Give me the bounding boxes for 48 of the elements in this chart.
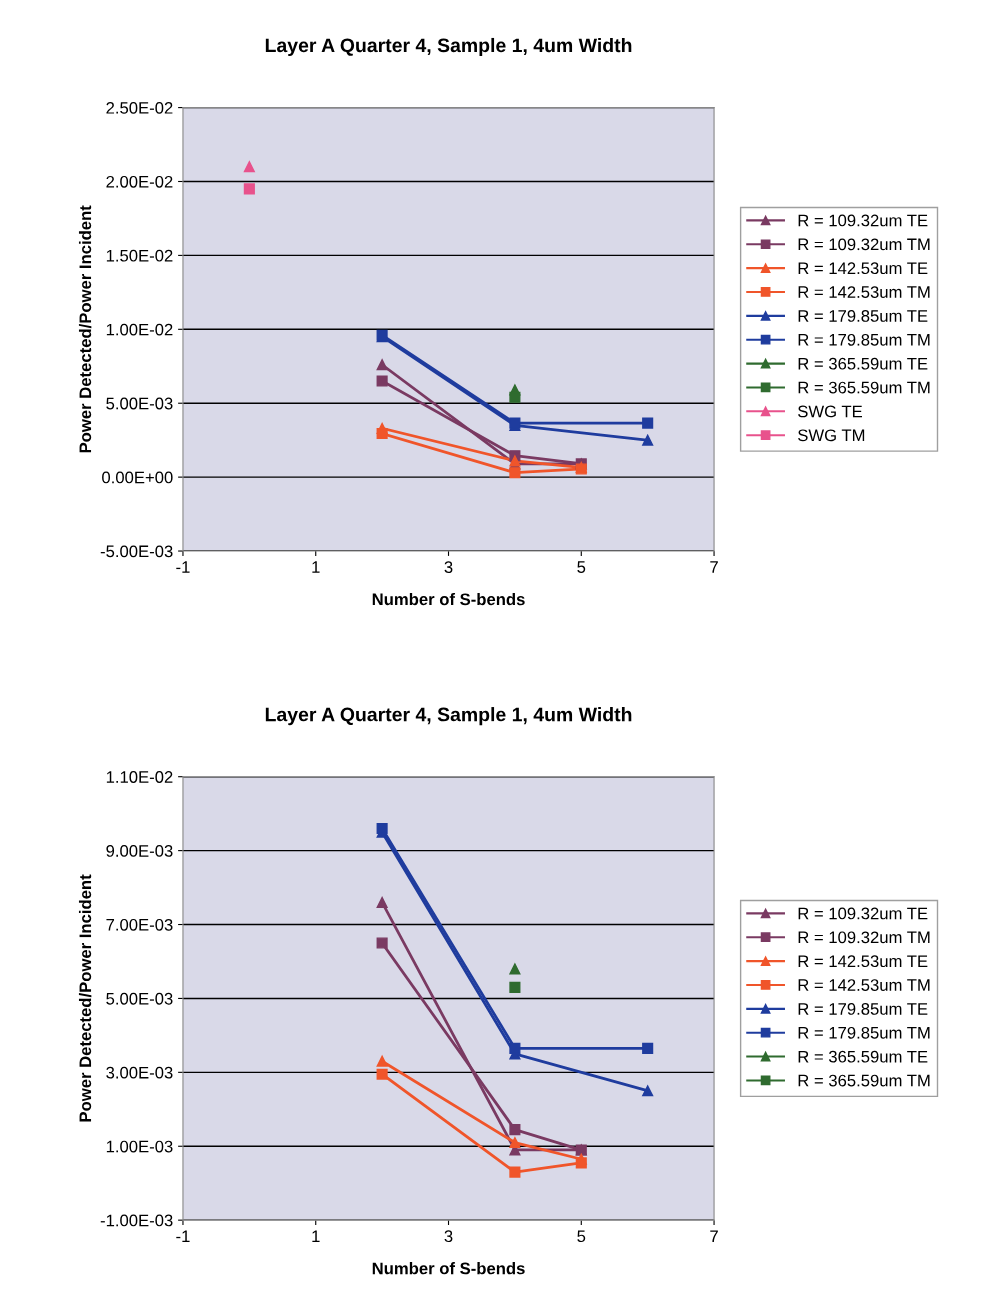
legend-label: R = 179.85um TE	[798, 1003, 928, 1015]
legend-label: R = 142.53um TE	[798, 262, 928, 275]
legend-label: R = 365.59um TM	[798, 381, 930, 394]
x-axis-title: Number of S-bends	[372, 1262, 525, 1275]
legend-label: R = 365.59um TE	[798, 357, 928, 370]
legend-label: R = 109.32um TE	[798, 907, 928, 920]
y-axis-title: Power Detected/Power Incident	[78, 874, 92, 1122]
x-tick-label: 3	[444, 1230, 453, 1243]
x-tick-label: 7	[710, 561, 718, 573]
y-tick-label: -5.00E-03	[100, 545, 173, 558]
legend-label: R = 365.59um TE	[798, 1050, 928, 1063]
x-tick-label: 5	[577, 1230, 586, 1243]
legend-label: R = 179.85um TM	[798, 333, 930, 346]
legend-label: R = 109.32um TM	[798, 238, 930, 251]
legend-label: R = 179.85um TE	[798, 310, 928, 322]
chart-title: Layer A Quarter 4, Sample 1, 4um Width	[265, 707, 632, 726]
x-tick-label: -1	[176, 561, 190, 573]
y-tick-label: 1.00E-02	[106, 323, 173, 336]
y-tick-label: 5.00E-03	[106, 397, 173, 410]
legend-label: R = 365.59um TM	[798, 1074, 930, 1087]
x-tick-label: 7	[710, 1230, 718, 1242]
chart-title: Layer A Quarter 4, Sample 1, 4um Width	[265, 37, 632, 57]
legend-label: R = 179.85um TM	[798, 1026, 930, 1039]
y-tick-label: 7.00E-03	[106, 918, 173, 931]
legend-label: SWG TM	[798, 429, 865, 442]
legend-label: R = 109.32um TE	[798, 214, 928, 227]
y-tick-label: 9.00E-03	[106, 845, 173, 857]
y-axis-title: Power Detected/Power Incident	[78, 205, 92, 453]
y-tick-label: 1.00E-03	[106, 1140, 173, 1153]
y-tick-label: 3.00E-03	[106, 1066, 173, 1079]
x-tick-label: 5	[577, 561, 586, 573]
y-tick-label: 1.50E-02	[106, 249, 173, 262]
y-tick-label: 2.00E-02	[106, 175, 173, 188]
x-tick-label: 1	[312, 1230, 320, 1242]
legend-label: SWG TE	[798, 405, 863, 418]
y-tick-label: 5.00E-03	[106, 992, 173, 1005]
legend-label: R = 142.53um TM	[798, 286, 930, 298]
y-tick-label: 1.10E-02	[106, 771, 173, 783]
y-tick-label: -1.00E-03	[100, 1214, 173, 1227]
x-tick-label: -1	[176, 1230, 190, 1242]
x-tick-label: 1	[312, 561, 320, 573]
x-axis-title: Number of S-bends	[372, 592, 525, 606]
x-tick-label: 3	[444, 561, 453, 573]
legend-label: R = 142.53um TE	[798, 955, 928, 968]
legend-label: R = 109.32um TM	[798, 931, 930, 944]
y-tick-label: 2.50E-02	[106, 101, 173, 114]
y-tick-label: 0.00E+00	[102, 471, 173, 484]
legend-label: R = 142.53um TM	[798, 979, 930, 991]
